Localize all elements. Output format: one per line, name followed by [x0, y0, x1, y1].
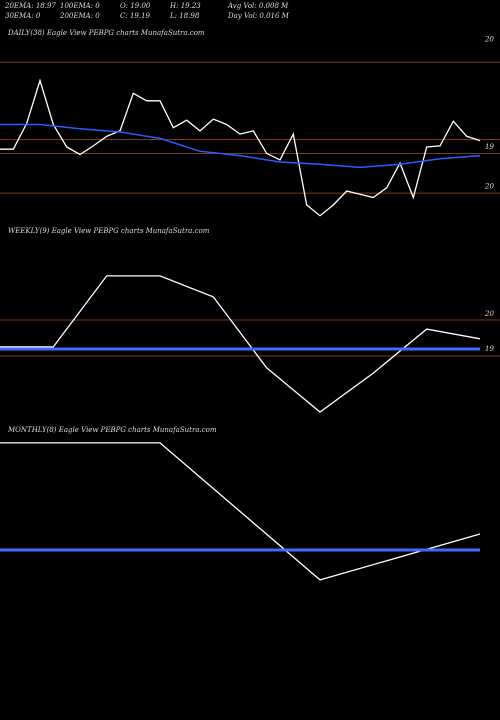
panel-title: DAILY(38) Eagle View PEBPG charts Munafa…	[7, 29, 205, 37]
stat-label: 20EMA: 18.97	[4, 2, 56, 10]
y-tick-label: 19	[485, 143, 494, 151]
price-line	[0, 275, 481, 413]
stat-label: 30EMA: 0	[5, 12, 41, 20]
panel-title: MONTHLY(8) Eagle View PEBPG charts Munaf…	[7, 426, 217, 434]
stat-label: L: 18.98	[169, 12, 200, 20]
y-tick-label: 20	[484, 183, 494, 191]
y-tick-label: 20	[484, 36, 494, 44]
stat-label: C: 19.19	[120, 12, 151, 20]
panel-title: WEEKLY(9) Eagle View PEBPG charts Munafa…	[8, 227, 210, 235]
stat-label: H: 19.23	[169, 2, 201, 10]
price-line	[0, 123, 481, 169]
y-tick-label: 19	[485, 345, 494, 353]
price-line	[0, 78, 481, 217]
stat-label: 100EMA: 0	[60, 2, 100, 10]
stat-label: O: 19.00	[120, 2, 151, 10]
price-line	[0, 442, 481, 581]
stat-label: Avg Vol: 0.008 M	[227, 2, 289, 10]
stat-label: 200EMA: 0	[59, 12, 100, 20]
y-tick-label: 20	[484, 310, 494, 318]
stat-label: Day Vol: 0.016 M	[227, 12, 290, 20]
